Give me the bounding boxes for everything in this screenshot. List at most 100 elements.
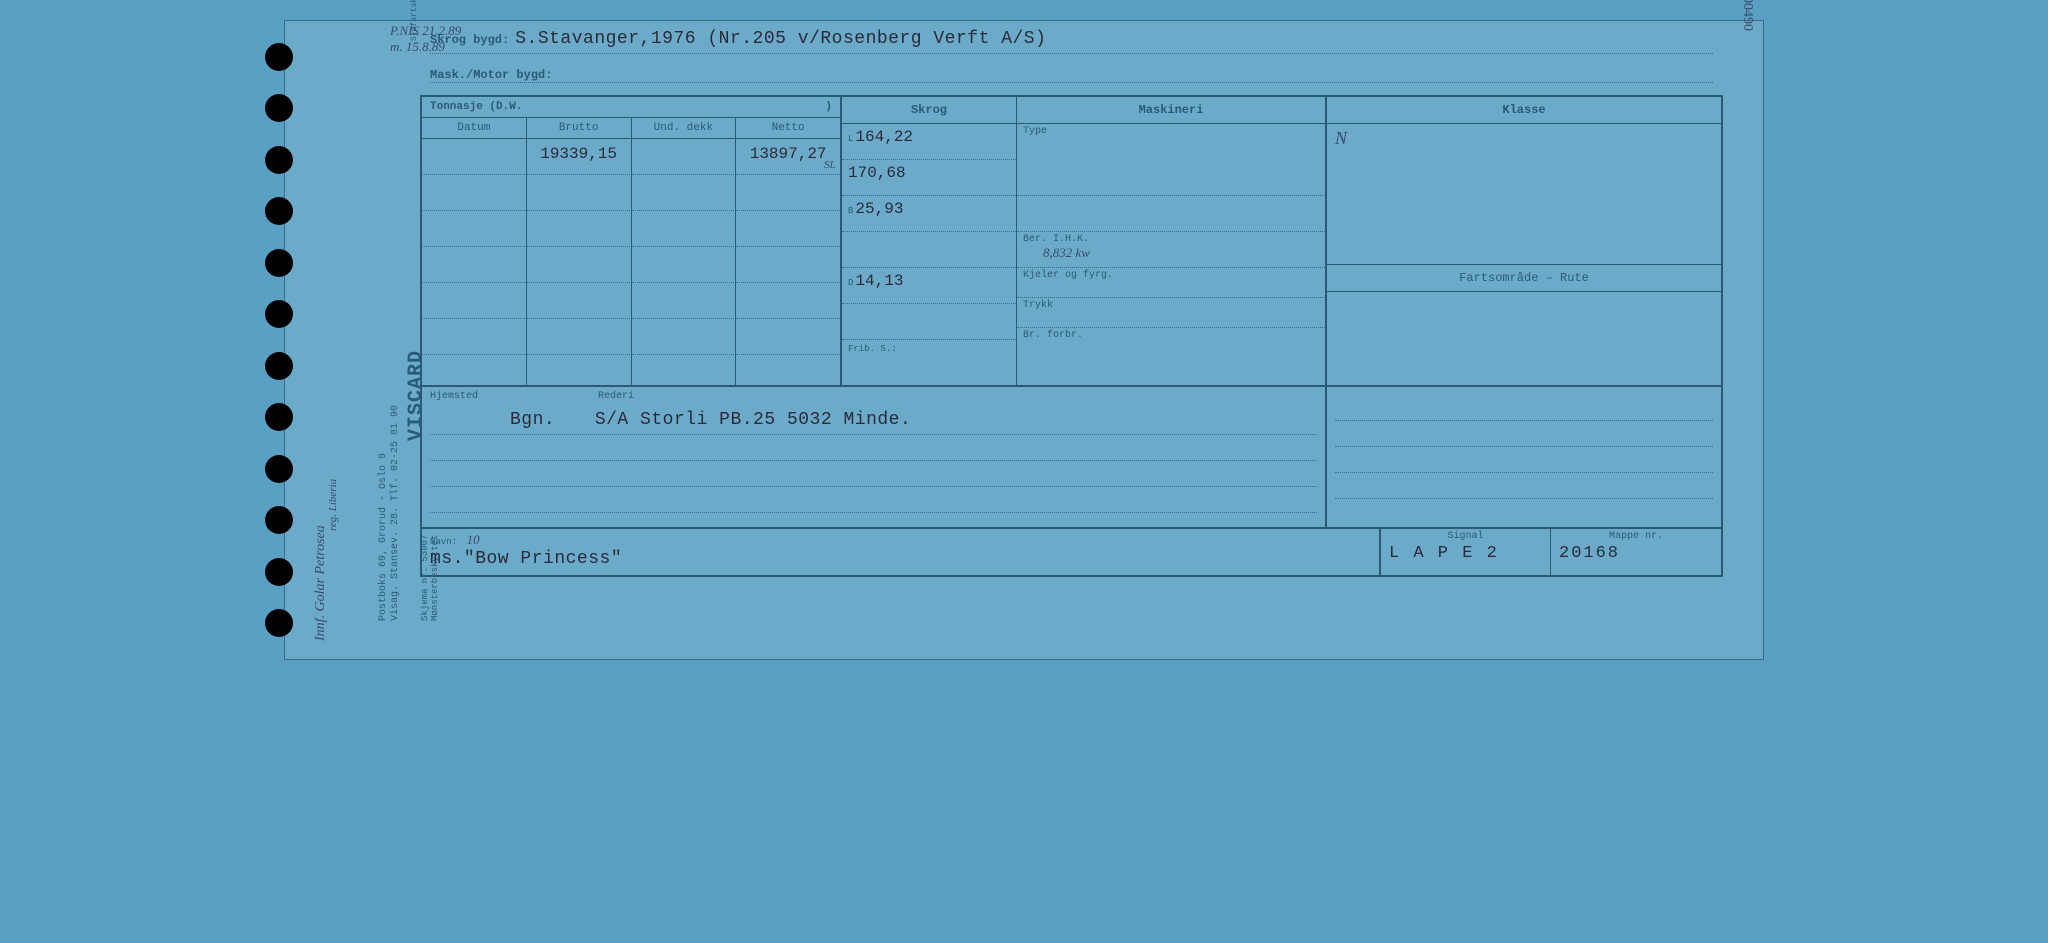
tonnasje-header: Tonnasje (D.W. ) [422, 97, 840, 118]
bottom-row: Navn: 10 ms."Bow Princess" Signal L A P … [420, 529, 1723, 577]
hjemsted-right [1327, 387, 1721, 527]
card-side-info: VISCARD Visag. Stansev. 28. Tlf. 02-25 8… [330, 21, 410, 659]
brutto-label: Brutto [527, 118, 632, 138]
klasse-header: Klasse [1327, 97, 1721, 124]
tonnasje-subheader: Datum Brutto Und. dekk Netto [422, 118, 840, 139]
punch-hole [265, 300, 293, 328]
card-content: P.NIS 21.2.89 m. 15.8.89 Skrog bygd: S.S… [420, 21, 1723, 659]
tonnasje-empty-row [422, 211, 840, 247]
signal-cell: Signal L A P E 2 [1381, 529, 1551, 575]
punch-hole [265, 94, 293, 122]
skrog-D-cell: D 14,13 [842, 268, 1016, 304]
empty-row [430, 487, 1317, 513]
handwritten-id: N00490 [1739, 0, 1755, 31]
punch-hole [265, 558, 293, 586]
handwritten-date: m. 15.8.89 [390, 39, 445, 54]
hjemsted-label: Hjemsted [430, 391, 478, 402]
skrog-L-cell: L 164,22 [842, 124, 1016, 160]
skrog-L-value: 164,22 [855, 128, 913, 146]
punch-hole [265, 249, 293, 277]
ihk-label: Ber. I.H.K. [1023, 234, 1089, 245]
skrog-bygd-row: Skrog bygd: S.Stavanger,1976 (Nr.205 v/R… [430, 29, 1713, 54]
D-prefix: D [848, 278, 853, 288]
punch-hole [265, 609, 293, 637]
type-cell: Type [1017, 124, 1325, 196]
address-line: Postboks 69, Grorud - Oslo 9 [378, 453, 389, 621]
empty-row [1335, 421, 1713, 447]
empty-row [1335, 391, 1713, 421]
main-table: Tonnasje (D.W. ) Datum Brutto Und. dekk … [420, 95, 1723, 387]
skrog-B-value: 25,93 [855, 200, 903, 218]
empty-row [1335, 447, 1713, 473]
index-card: Innf. Golar Petrosea reg. Liberia VISCAR… [284, 20, 1764, 660]
rederi-value: S/A Storli PB.25 5032 Minde. [595, 410, 911, 430]
farts-header: Fartsområde – Rute [1327, 264, 1721, 292]
punch-hole [265, 43, 293, 71]
maskineri-column: Maskineri Type Ber. I.H.K. 8,832 kw Kjel… [1017, 97, 1327, 385]
trykk-cell: Trykk [1017, 298, 1325, 328]
punch-hole [265, 352, 293, 380]
punch-hole [265, 506, 293, 534]
mappe-cell: Mappe nr. 20168 [1551, 529, 1721, 575]
sl-annotation: SL [824, 159, 836, 171]
B-prefix: B [848, 206, 853, 216]
navn-hw: 10 [467, 532, 480, 547]
rederi-label: Rederi [598, 391, 634, 402]
L-prefix: L [848, 134, 853, 144]
tonnasje-empty-row [422, 283, 840, 319]
skrog-header: Skrog [842, 97, 1016, 124]
mask-motor-row: Mask./Motor bygd: [430, 68, 1713, 83]
header-area: Skrog bygd: S.Stavanger,1976 (Nr.205 v/R… [420, 21, 1723, 87]
skrog-bygd-value: S.Stavanger,1976 (Nr.205 v/Rosenberg Ver… [515, 29, 1046, 49]
farts-value [1327, 292, 1721, 322]
signal-value: L A P E 2 [1389, 544, 1542, 563]
ihk-value: 8,832 kw [1043, 245, 1090, 260]
datum-value [422, 139, 527, 175]
frib-cell: Frib. S.: [842, 340, 1016, 376]
maskineri-header: Maskineri [1017, 97, 1325, 124]
empty-row [1335, 473, 1713, 499]
tonnasje-column: Tonnasje (D.W. ) Datum Brutto Und. dekk … [422, 97, 842, 385]
navn-label: Navn: [430, 537, 457, 547]
mask-motor-label: Mask./Motor bygd: [430, 68, 552, 82]
und-dekk-value [632, 139, 737, 175]
tonnasje-empty-row [422, 175, 840, 211]
kjeler-cell: Kjeler og fyrg. [1017, 268, 1325, 298]
skrog-SL-value: 170,68 [848, 164, 906, 182]
klasse-value: N [1327, 124, 1721, 264]
hjemsted-left: Hjemsted Rederi Bgn. S/A Storli PB.25 50… [422, 387, 1327, 527]
und-dekk-label: Und. dekk [632, 118, 737, 138]
netto-label: Netto [736, 118, 840, 138]
ihk-cell: Ber. I.H.K. 8,832 kw [1017, 232, 1325, 268]
empty-row [430, 461, 1317, 487]
empty-row [430, 435, 1317, 461]
datum-label: Datum [422, 118, 527, 138]
klasse-column: Klasse N Fartsområde – Rute [1327, 97, 1721, 385]
handwritten-note: Innf. Golar Petrosea [313, 525, 329, 641]
brutto-value: 19339,15 [527, 139, 632, 175]
br-forbr-cell: Br. forbr. [1017, 328, 1325, 358]
skrog-column: Skrog L 164,22 SL 170,68 B 25,93 D 14,13 [842, 97, 1017, 385]
skrog-empty-cell [842, 232, 1016, 268]
punch-hole [265, 403, 293, 431]
punch-hole [265, 197, 293, 225]
hjemsted-row: Hjemsted Rederi Bgn. S/A Storli PB.25 50… [420, 387, 1723, 529]
handwritten-top: P.NIS 21.2.89 m. 15.8.89 [390, 23, 461, 55]
address-line: Visag. Stansev. 28. Tlf. 02-25 81 90 [390, 405, 401, 621]
handwritten-date: P.NIS 21.2.89 [390, 23, 461, 38]
punch-hole [265, 146, 293, 174]
tonnasje-close: ) [825, 101, 832, 113]
empty-cell [1017, 196, 1325, 232]
tonnasje-empty-row [422, 319, 840, 355]
navn-value: ms."Bow Princess" [430, 549, 622, 569]
signal-label: Signal [1389, 531, 1542, 542]
tonnasje-label: Tonnasje (D.W. [430, 101, 522, 113]
punch-hole [265, 455, 293, 483]
navn-cell: Navn: 10 ms."Bow Princess" [422, 529, 1381, 575]
skrog-SL-cell: 170,68 [842, 160, 1016, 196]
hjemsted-value: Bgn. [510, 410, 555, 430]
type-label: Type [1023, 126, 1047, 137]
hjemsted-data-row: Bgn. S/A Storli PB.25 5032 Minde. [430, 406, 1317, 435]
tonnasje-empty-row [422, 355, 840, 385]
skrog-B-cell: B 25,93 [842, 196, 1016, 232]
